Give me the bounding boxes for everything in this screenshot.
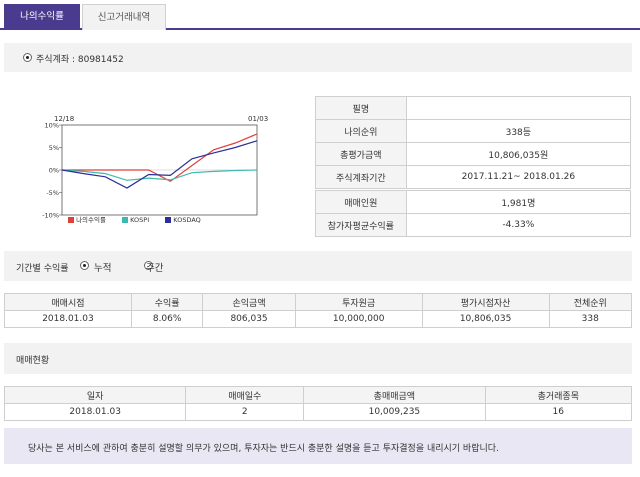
info-row: 필명 <box>315 96 632 120</box>
radio-weekly[interactable] <box>143 261 153 270</box>
period-selector: 기간별 수익률 누적 주간 <box>4 251 632 281</box>
table-header: 투자원금 <box>294 293 423 311</box>
table-cell: 2018.01.03 <box>4 310 132 328</box>
trade-table: 일자 매매일수 총매매금액 총거래종목 2018.01.03 2 10,009,… <box>3 386 633 421</box>
info-label: 참가자평균수익률 <box>315 213 407 237</box>
legend-label-mine: 나의수익률 <box>76 216 106 224</box>
series-lines <box>61 133 258 189</box>
table-header: 전체순위 <box>548 293 633 311</box>
series-line-kosdaq <box>61 140 258 189</box>
chart-legend: 나의수익률 KOSPI KOSDAQ <box>68 214 201 224</box>
info-value: 338등 <box>405 119 632 143</box>
legend-swatch-mine <box>68 217 74 223</box>
table-header: 수익률 <box>130 293 204 311</box>
table-header: 총매매금액 <box>303 386 486 404</box>
info-value <box>405 96 632 120</box>
notice-box: 당사는 본 서비스에 관하여 충분히 설명할 의무가 있으며, 투자자는 반드시… <box>4 428 632 464</box>
info-row: 참가자평균수익률 -4.33% <box>315 213 632 237</box>
table-row: 2018.01.03 2 10,009,235 16 <box>3 403 633 421</box>
info-row: 나의순위 338등 <box>315 119 632 143</box>
legend-label-kosdaq: KOSDAQ <box>173 216 201 224</box>
tab-report-history[interactable]: 신고거래내역 <box>82 4 166 30</box>
radio-weekly-label[interactable]: 주간 <box>146 263 164 274</box>
table-header: 매매일수 <box>185 386 305 404</box>
table-cell: 338 <box>548 310 633 328</box>
table-cell: 10,806,035 <box>421 310 550 328</box>
table-cell: 806,035 <box>202 310 296 328</box>
info-row: 주식계좌기간 2017.11.21~ 2018.01.26 <box>315 165 632 189</box>
info-value: -4.33% <box>405 213 632 237</box>
y-tick-label: 0% <box>49 167 59 175</box>
table-header: 평가시점자산 <box>421 293 550 311</box>
summary-table: 매매시점 수익률 손익금액 투자원금 평가시점자산 전체순위 2018.01.0… <box>4 293 633 328</box>
table-cell: 8.06% <box>130 310 204 328</box>
y-tick-label: 10% <box>45 122 59 130</box>
account-box: 주식계좌 : 80981452 <box>4 43 632 72</box>
table-header: 총거래종목 <box>484 386 633 404</box>
series-line-kospi <box>61 169 258 181</box>
account-radio[interactable] <box>23 53 32 62</box>
info-value: 10,806,035원 <box>405 142 632 166</box>
table-cell: 10,000,000 <box>294 310 423 328</box>
y-tick-label: -5% <box>46 189 59 197</box>
info-label: 총평가금액 <box>315 142 407 166</box>
table-row: 2018.01.03 8.06% 806,035 10,000,000 10,8… <box>4 310 633 328</box>
info-label: 나의순위 <box>315 119 407 143</box>
chart-date-end: 01/03 <box>248 115 268 123</box>
info-label: 주식계좌기간 <box>315 165 407 189</box>
account-label: 주식계좌 : 80981452 <box>36 55 124 65</box>
info-row: 매매인원 1,981명 <box>315 190 632 214</box>
info-value: 2017.11.21~ 2018.01.26 <box>405 165 632 189</box>
table-header: 매매시점 <box>4 293 132 311</box>
info-value: 1,981명 <box>405 190 632 214</box>
info-label: 필명 <box>315 96 407 120</box>
table-cell: 2 <box>185 403 305 421</box>
trade-section-header: 매매현황 <box>4 343 632 374</box>
radio-cumulative-label[interactable]: 누적 <box>94 263 112 274</box>
info-table-profile: 필명 나의순위 338등 총평가금액 10,806,035원 주식계좌기간 2017.… <box>315 96 632 189</box>
tab-bar: 나의수익률 신고거래내역 <box>0 0 640 30</box>
chart-date-start: 12/18 <box>54 115 74 123</box>
tab-my-return[interactable]: 나의수익률 <box>4 4 80 30</box>
table-cell: 10,009,235 <box>303 403 486 421</box>
return-chart: 12/18 01/03 10% 5% 0% -5% -10% <box>42 115 268 220</box>
legend-swatch-kospi <box>122 217 129 223</box>
trade-section-title: 매매현황 <box>16 356 50 366</box>
info-row: 총평가금액 10,806,035원 <box>315 142 632 166</box>
table-header-row: 일자 매매일수 총매매금액 총거래종목 <box>3 386 633 404</box>
table-header: 손익금액 <box>202 293 296 311</box>
table-header-row: 매매시점 수익률 손익금액 투자원금 평가시점자산 전체순위 <box>4 293 633 311</box>
legend-swatch-kosdaq <box>165 217 172 223</box>
radio-cumulative[interactable] <box>80 261 89 270</box>
table-cell: 16 <box>484 403 633 421</box>
legend-label-kospi: KOSPI <box>130 216 150 224</box>
period-label: 기간별 수익률 <box>16 264 69 274</box>
table-header: 일자 <box>3 386 187 404</box>
table-cell: 2018.01.03 <box>3 403 187 421</box>
notice-text: 당사는 본 서비스에 관하여 충분히 설명할 의무가 있으며, 투자자는 반드시… <box>28 444 499 454</box>
info-label: 매매인원 <box>315 190 407 214</box>
y-tick-label: 5% <box>49 144 59 152</box>
series-line-mine <box>62 133 258 183</box>
y-tick-label: -10% <box>42 212 59 220</box>
info-table-stats: 매매인원 1,981명 참가자평균수익률 -4.33% <box>315 190 632 237</box>
